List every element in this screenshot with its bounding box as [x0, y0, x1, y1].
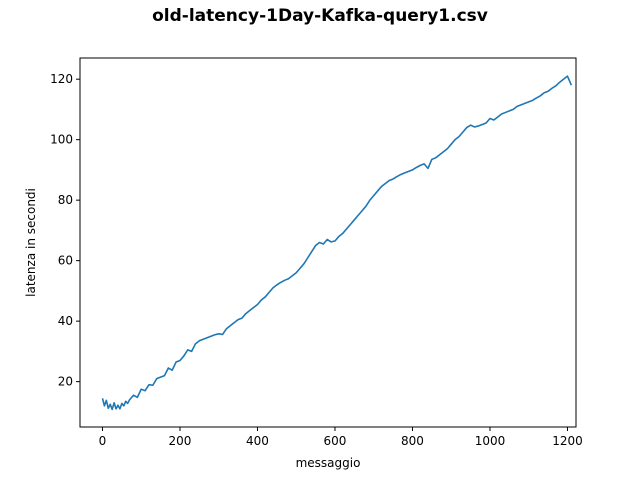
plot-content: [101, 75, 573, 411]
y-tick-label: 40: [58, 314, 73, 328]
y-tick-label: 100: [50, 133, 73, 147]
y-tick-label: 20: [58, 375, 73, 389]
x-tick-label: 400: [246, 434, 269, 448]
plot-frame: [79, 57, 577, 428]
y-tick-label: 80: [58, 193, 73, 207]
x-tick-label: 600: [324, 434, 347, 448]
y-tick-label: 60: [58, 254, 73, 268]
series-line-0: [101, 75, 573, 411]
x-tick-label: 200: [169, 434, 192, 448]
y-axis-ticks: 20 40 60 80 100 120: [50, 72, 80, 389]
x-axis-label: messaggio: [296, 456, 361, 470]
x-tick-label: 0: [99, 434, 107, 448]
x-tick-label: 1200: [552, 434, 583, 448]
y-tick-label: 120: [50, 72, 73, 86]
y-axis-label: latenza in secondi: [24, 188, 38, 297]
chart-title: old-latency-1Day-Kafka-query1.csv: [152, 6, 488, 26]
x-axis-ticks: 0 200 400 600 800 1000 1200: [99, 427, 583, 448]
x-tick-label: 1000: [475, 434, 506, 448]
x-tick-label: 800: [401, 434, 424, 448]
